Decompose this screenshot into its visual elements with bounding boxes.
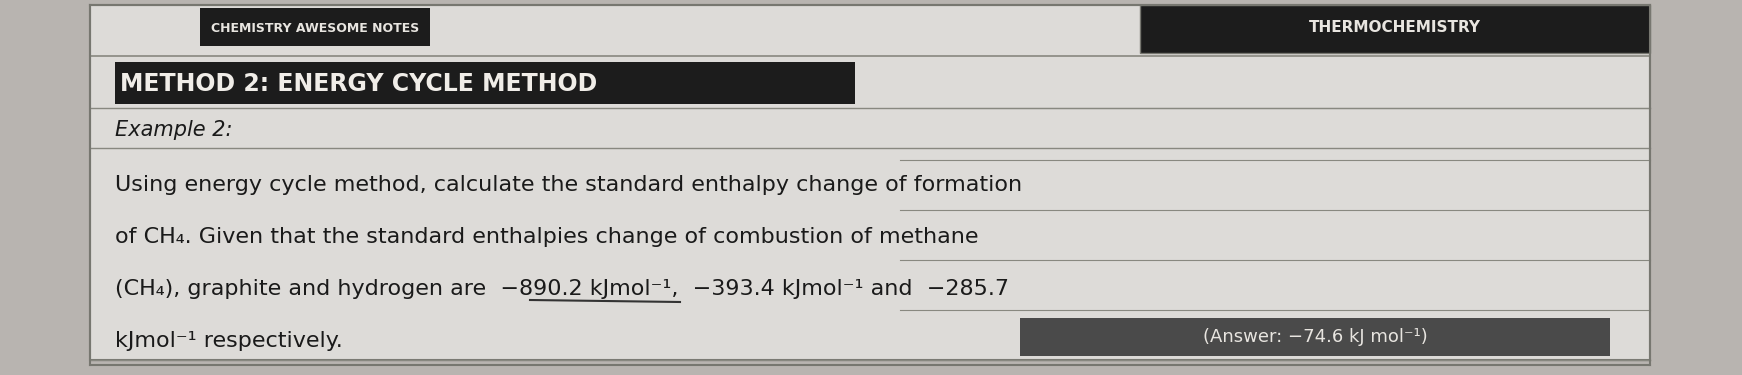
Text: METHOD 2: ENERGY CYCLE METHOD: METHOD 2: ENERGY CYCLE METHOD (120, 72, 598, 96)
FancyBboxPatch shape (115, 62, 855, 104)
Text: Example 2:: Example 2: (115, 120, 232, 140)
Text: Using energy cycle method, calculate the standard enthalpy change of formation: Using energy cycle method, calculate the… (115, 175, 1023, 195)
Text: CHEMISTRY AWESOME NOTES: CHEMISTRY AWESOME NOTES (211, 21, 420, 34)
FancyBboxPatch shape (1021, 318, 1610, 356)
Text: THERMOCHEMISTRY: THERMOCHEMISTRY (1308, 21, 1481, 36)
FancyBboxPatch shape (200, 8, 430, 46)
Text: of CH₄. Given that the standard enthalpies change of combustion of methane: of CH₄. Given that the standard enthalpi… (115, 227, 979, 247)
Text: (Answer: −74.6 kJ mol⁻¹): (Answer: −74.6 kJ mol⁻¹) (1202, 328, 1427, 346)
Text: (CH₄), graphite and hydrogen are  −890.2 kJmol⁻¹,  −393.4 kJmol⁻¹ and  −285.7: (CH₄), graphite and hydrogen are −890.2 … (115, 279, 1009, 299)
FancyBboxPatch shape (91, 5, 1650, 360)
Text: kJmol⁻¹ respectively.: kJmol⁻¹ respectively. (115, 331, 343, 351)
FancyBboxPatch shape (1139, 5, 1650, 53)
